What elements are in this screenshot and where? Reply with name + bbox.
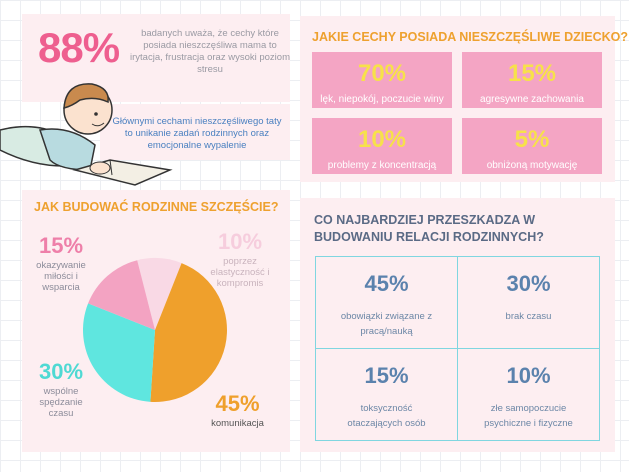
pie-category: poprzez elastyczność i kompromis <box>210 256 270 289</box>
trait-number: 70% <box>357 60 407 87</box>
obstacle-text: brak czasu <box>505 311 552 322</box>
pie-category: okazywanie miłości i wsparcia <box>36 260 86 293</box>
pie-slice <box>150 263 228 402</box>
obstacle-cell: 15% toksyczność otaczających osób <box>315 348 458 441</box>
obstacle-cell: 30% brak czasu <box>457 256 600 349</box>
father-note: Głównymi cechami nieszczęśliwego taty to… <box>112 116 282 151</box>
trait-text: problemy z koncentracją <box>327 160 437 171</box>
child-illustration <box>0 83 173 186</box>
trait-text: lęk, niepokój, poczucie winy <box>320 94 444 105</box>
stat-panel <box>22 14 290 102</box>
pie-category: komunikacja <box>211 418 264 429</box>
pie-label: 15% okazywanie miłości i wsparcia <box>26 232 96 293</box>
obstacle-cell: 10% złe samopoczucie psychiczne i fizyczn… <box>457 348 600 441</box>
pie-slice <box>83 303 155 402</box>
trait-text: agresywne zachowania <box>480 94 584 105</box>
trait-box: 10% problemy z koncentracją <box>312 118 452 174</box>
pie-slice <box>137 258 182 330</box>
pie-label: 30% wspólne spędzanie czasu <box>26 358 96 419</box>
obstacles-title: CO NAJBARDZIEJ PRZESZKADZA W BUDOWANIU R… <box>314 213 544 244</box>
note-panel <box>100 104 290 160</box>
trait-box: 15% agresywne zachowania <box>462 52 602 108</box>
obstacle-cell: 45% obowiązki związane z pracą/nauką <box>315 256 458 349</box>
pie-category: wspólne spędzanie czasu <box>39 386 83 419</box>
pie-title: JAK BUDOWAĆ RODZINNE SZCZĘŚCIE? <box>34 200 279 214</box>
obstacle-text: obowiązki związane z pracą/nauką <box>340 311 433 337</box>
pie-value-label: 10% <box>217 229 263 254</box>
pie-value-label: 45% <box>215 391 260 416</box>
trait-text: obniżoną motywację <box>486 160 578 171</box>
trait-number: 15% <box>507 60 557 87</box>
trait-number: 5% <box>514 126 550 153</box>
obstacle-text: toksyczność otaczających osób <box>347 403 426 429</box>
trait-number: 10% <box>357 126 407 153</box>
obstacle-number: 45% <box>364 271 409 296</box>
pie-slice <box>88 260 155 330</box>
pie-label: 10% poprzez elastyczność i kompromis <box>200 228 280 289</box>
obstacle-text: złe samopoczucie psychiczne i fizyczne <box>484 403 573 429</box>
trait-box: 5% obniżoną motywację <box>462 118 602 174</box>
obstacle-number: 30% <box>506 271 551 296</box>
trait-box: 70% lęk, niepokój, poczucie winy <box>312 52 452 108</box>
pie-label: 45% komunikacja <box>195 390 280 429</box>
traits-title: JAKIE CECHY POSIADA NIESZCZĘŚLIWE DZIECK… <box>312 30 629 44</box>
stat-text: badanych uważa, że cechy które posiada n… <box>130 28 290 75</box>
pie-value-label: 30% <box>38 359 84 384</box>
obstacle-number: 10% <box>506 363 551 388</box>
pie-value-label: 15% <box>38 233 84 258</box>
stat-number: 88% <box>38 24 120 71</box>
obstacle-number: 15% <box>364 363 409 388</box>
